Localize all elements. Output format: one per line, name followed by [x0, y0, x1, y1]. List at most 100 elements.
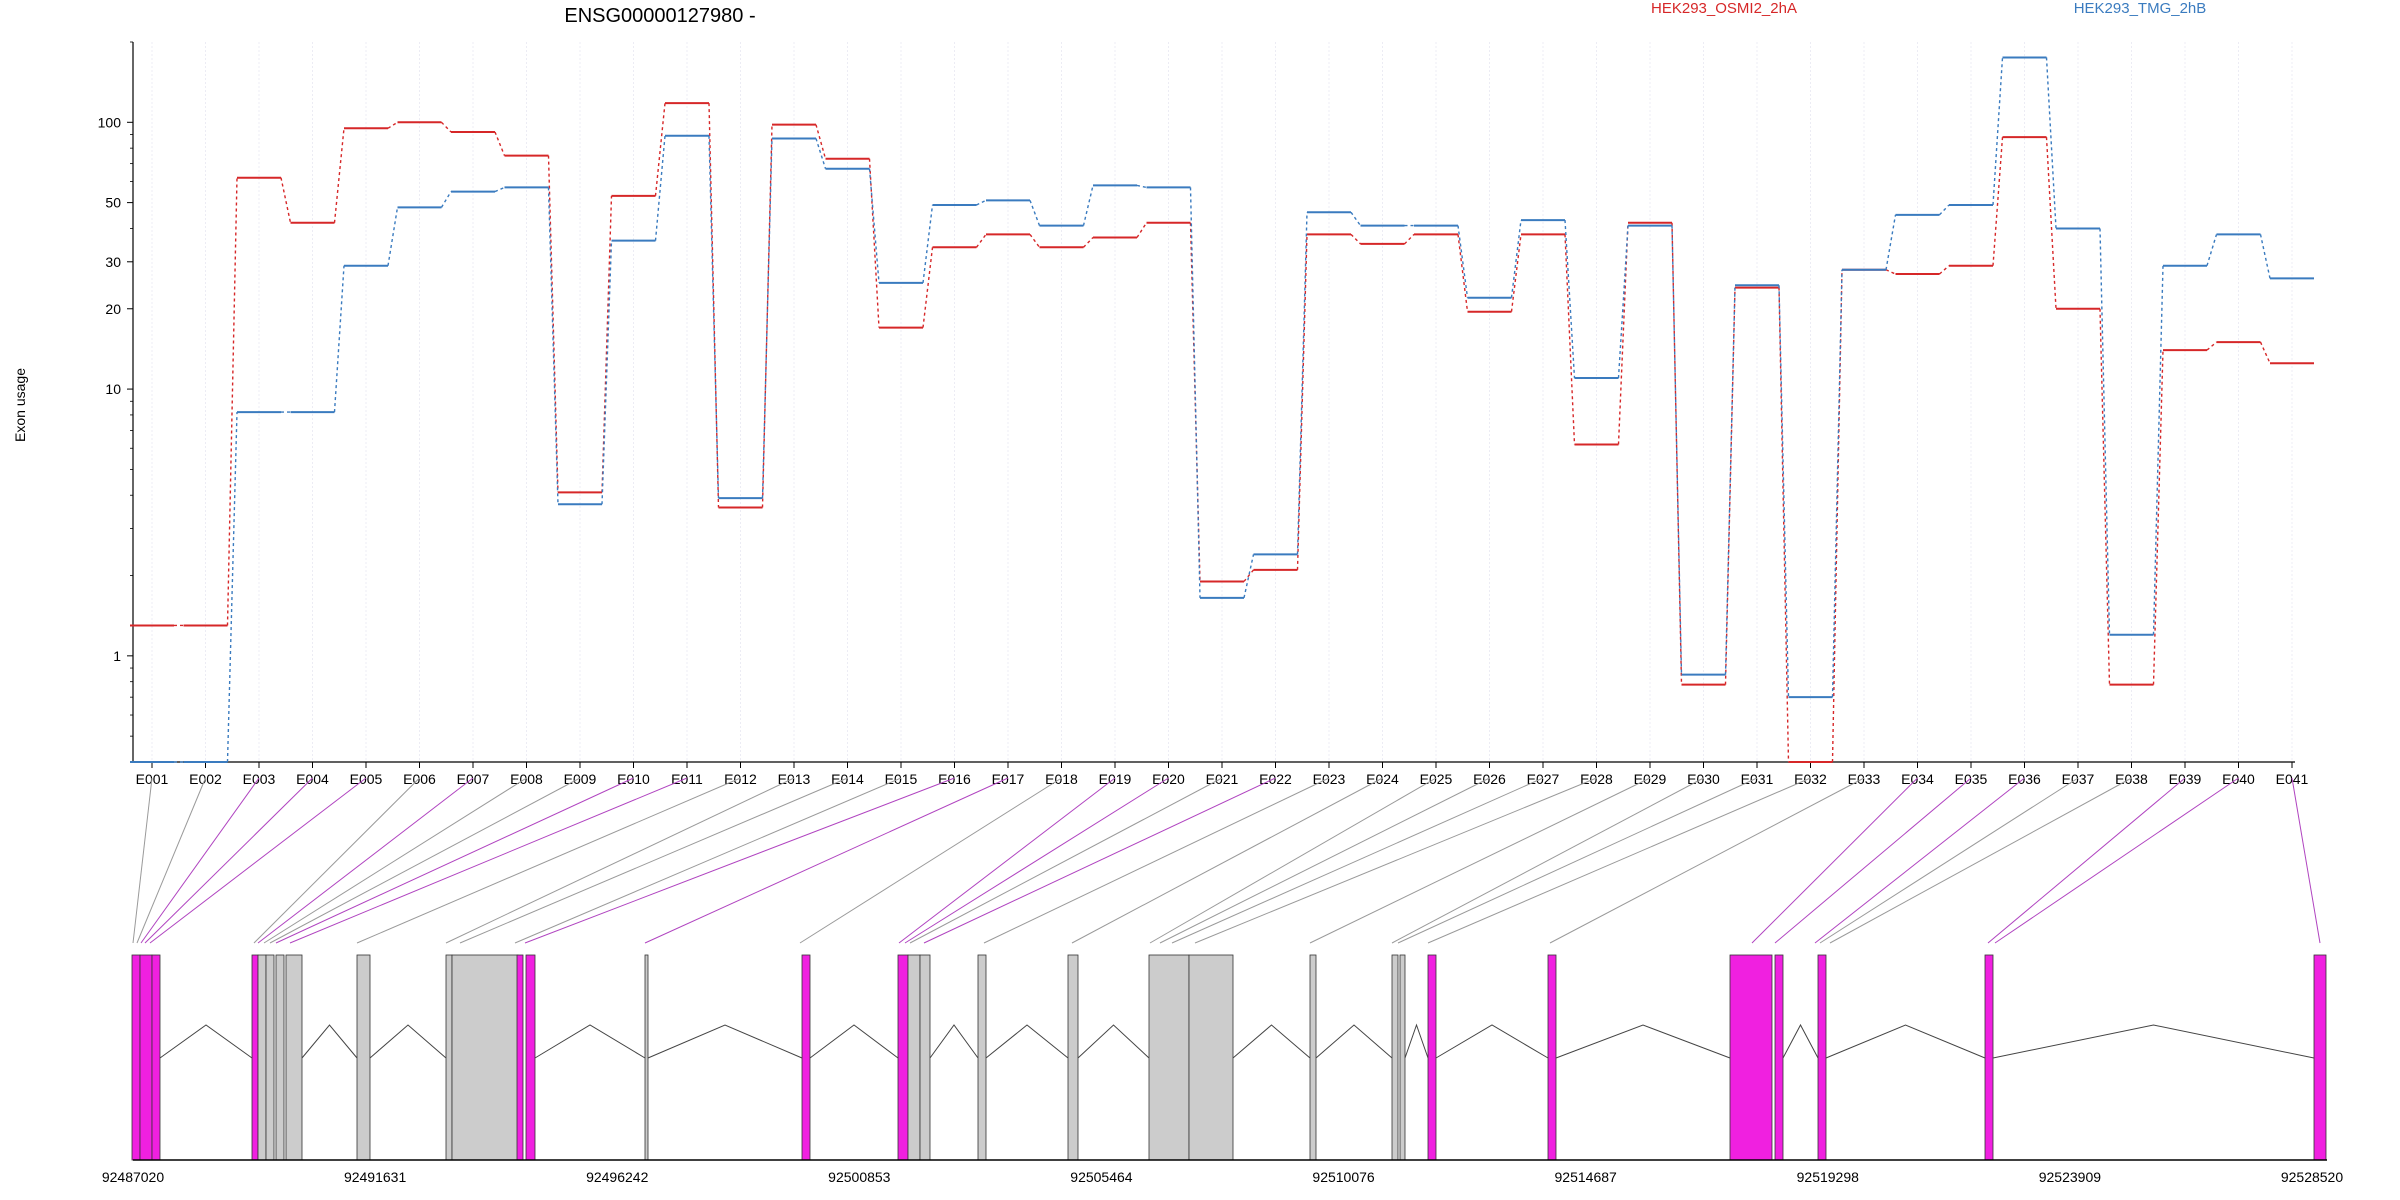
intron-line	[1077, 1024, 1150, 1059]
exon-block	[1309, 954, 1317, 1161]
series-connector	[975, 233, 987, 248]
series-connector	[1457, 225, 1469, 298]
series-connector	[1189, 222, 1201, 582]
series-connector	[868, 158, 880, 328]
series-connector	[1992, 57, 2004, 205]
exon-connectors	[132, 777, 2321, 944]
series-connector	[815, 138, 827, 169]
series-connector	[226, 412, 238, 763]
series-connector	[280, 177, 292, 223]
x-tick-label-e036: E036	[2008, 771, 2041, 787]
series-connector	[708, 135, 720, 499]
connector-e017	[644, 777, 1009, 944]
series-connector	[2259, 234, 2271, 279]
exon-block-highlighted	[801, 954, 811, 1161]
connector-e035	[1774, 777, 1972, 944]
genomic-coordinate-label: 92500853	[828, 1169, 891, 1185]
exon-block	[445, 954, 453, 1161]
exon-block-highlighted	[1729, 954, 1773, 1161]
genomic-coordinate-label: 92496242	[586, 1169, 649, 1185]
x-tick-label-e031: E031	[1741, 771, 1774, 787]
connector-e026	[1159, 777, 1490, 944]
series-connector	[922, 247, 934, 328]
series-connector	[1671, 225, 1683, 675]
exon-block-highlighted	[151, 954, 161, 1161]
series-connector	[387, 121, 398, 129]
series-connector	[494, 131, 506, 156]
genomic-coordinate-label: 92491631	[344, 1169, 407, 1185]
series-connector	[1082, 185, 1094, 226]
exon-block-highlighted	[516, 954, 524, 1161]
series-connector	[1189, 187, 1201, 598]
series-connector	[494, 186, 505, 193]
connector-e011	[289, 777, 688, 944]
exon-block	[1188, 954, 1234, 1161]
x-tick-label-e005: E005	[350, 771, 383, 787]
exon-block	[1067, 954, 1079, 1161]
x-tick-label-e030: E030	[1687, 771, 1720, 787]
connector-e025	[1149, 777, 1437, 944]
x-tick-label-e018: E018	[1045, 771, 1078, 787]
intron-line	[159, 1024, 253, 1059]
exon-block	[1391, 954, 1399, 1161]
exon-block	[285, 954, 303, 1161]
series-connector	[2045, 57, 2057, 229]
series-connector	[708, 103, 720, 508]
x-tick-label-e028: E028	[1580, 771, 1613, 787]
y-tick-label: 20	[105, 301, 121, 317]
connector-e036	[1814, 777, 2025, 944]
series-connector	[387, 207, 399, 266]
connector-e030	[1391, 777, 1704, 944]
series-connector	[761, 124, 773, 508]
x-tick-label-e029: E029	[1634, 771, 1667, 787]
x-tick-label-e003: E003	[243, 771, 276, 787]
series-connector	[1564, 234, 1576, 445]
connector-e003	[140, 777, 260, 944]
exon-block-highlighted	[525, 954, 536, 1161]
connector-e018	[799, 777, 1062, 944]
intron-line	[1825, 1024, 1986, 1059]
x-tick-label-e022: E022	[1259, 771, 1292, 787]
series-connector	[1831, 269, 1843, 698]
series-connector	[761, 138, 773, 499]
exon-block	[907, 954, 921, 1161]
series-connector	[1778, 285, 1790, 698]
series-connector	[1243, 569, 1255, 582]
series-connector	[440, 191, 452, 208]
connector-e016	[524, 777, 955, 944]
series-connector	[1082, 237, 1094, 248]
exon-block	[977, 954, 987, 1161]
y-tick-label: 10	[105, 381, 121, 397]
series-connector	[2152, 350, 2164, 685]
series-connector	[547, 187, 559, 505]
connector-e009	[269, 777, 581, 944]
series-connector	[868, 168, 880, 283]
legend-entry-series-1: HEK293_OSMI2_2hA	[1651, 0, 1797, 17]
exon-block	[257, 954, 267, 1161]
intron-line	[1992, 1024, 2315, 1059]
intron-line	[534, 1024, 646, 1059]
y-tick-label: 100	[98, 114, 122, 130]
intron-line	[809, 1024, 899, 1059]
genomic-coordinate-label: 92487020	[102, 1169, 165, 1185]
series-connector	[333, 128, 345, 223]
connector-e013	[445, 777, 795, 944]
series-connector	[1885, 214, 1897, 270]
series-connector	[1404, 233, 1415, 245]
connector-e040	[1994, 777, 2239, 944]
series-connector	[1457, 234, 1469, 312]
x-tick-label-e013: E013	[778, 771, 811, 787]
connector-e002	[136, 777, 206, 944]
x-tick-label-e017: E017	[992, 771, 1025, 787]
series-connector	[922, 204, 934, 284]
series-connector	[976, 199, 987, 206]
gene-model-track: 92487020 92491631 92496242 92500853 92505464…	[102, 954, 2343, 1185]
x-tick-label-e027: E027	[1527, 771, 1560, 787]
x-tick-label-e021: E021	[1206, 771, 1239, 787]
connector-e001	[132, 777, 153, 944]
series-connector	[1617, 222, 1629, 445]
intron-line	[647, 1024, 803, 1059]
x-tick-label-e033: E033	[1848, 771, 1881, 787]
connector-e041	[2291, 777, 2321, 944]
series-connector	[2099, 228, 2111, 635]
